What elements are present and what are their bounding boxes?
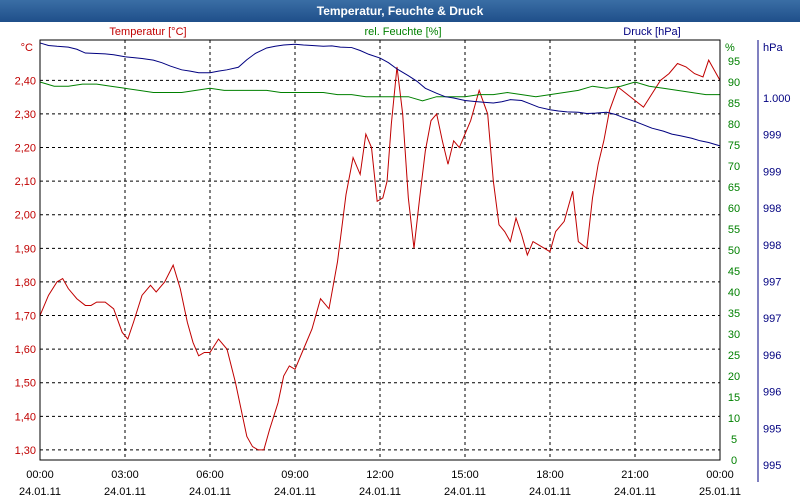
humidity-axis-title: rel. Feuchte [%] [364, 26, 441, 38]
x-tick-date: 24.01.11 [529, 486, 571, 498]
humidity-unit-label: % [725, 42, 735, 54]
x-tick-date: 24.01.11 [614, 486, 656, 498]
x-tick-date: 24.01.11 [274, 486, 316, 498]
humidity-tick-label: 5 [731, 434, 737, 446]
series-line-temperature [39, 58, 721, 451]
temperature-tick-label: 2,10 [15, 176, 36, 188]
x-tick-date: 24.01.11 [104, 486, 146, 498]
humidity-tick-label: 50 [728, 245, 740, 257]
temperature-tick-label: 2,20 [15, 143, 36, 155]
x-tick-time: 00:00 [26, 469, 54, 481]
temperature-tick-label: 1,50 [15, 378, 36, 390]
pressure-unit-label: hPa [763, 42, 783, 54]
humidity-tick-label: 65 [728, 182, 740, 194]
pressure-tick-label: 997 [763, 313, 781, 325]
humidity-tick-label: 35 [728, 308, 740, 320]
pressure-tick-label: 995 [763, 423, 781, 435]
chart-canvas: 00:00 24.01.11 03:00 24.01.11 06:00 24.01.11 0… [15, 26, 791, 498]
temperature-tick-label: 2,30 [15, 109, 36, 121]
x-tick-time: 00:00 [706, 469, 734, 481]
series-layer [39, 42, 721, 451]
pressure-tick-label: 998 [763, 240, 781, 252]
x-tick-time: 12:00 [366, 469, 394, 481]
x-tick-date: 25.01.11 [699, 486, 741, 498]
humidity-tick-label: 55 [728, 224, 740, 236]
humidity-tick-label: 25 [728, 350, 740, 362]
x-tick-date: 24.01.11 [359, 486, 401, 498]
pressure-tick-label: 997 [763, 277, 781, 289]
pressure-tick-label: 995 [763, 460, 781, 472]
pressure-tick-label: 1.000 [763, 93, 791, 105]
chart-title: Temperatur, Feuchte & Druck [0, 0, 800, 22]
temperature-unit-label: °C [21, 42, 33, 54]
humidity-tick-label: 45 [728, 266, 740, 278]
humidity-tick-label: 75 [728, 140, 740, 152]
humidity-tick-label: 70 [728, 161, 740, 173]
x-tick-time: 21:00 [621, 469, 649, 481]
temperature-tick-label: 1,30 [15, 445, 36, 457]
humidity-tick-label: 90 [728, 77, 740, 89]
humidity-tick-label: 95 [728, 56, 740, 68]
humidity-tick-label: 0 [731, 455, 737, 467]
temperature-tick-label: 1,80 [15, 277, 36, 289]
pressure-tick-label: 998 [763, 203, 781, 215]
temperature-tick-label: 2,00 [15, 210, 36, 222]
x-tick-time: 06:00 [196, 469, 224, 481]
temperature-tick-label: 1,90 [15, 243, 36, 255]
grid-layer [40, 40, 720, 460]
pressure-axis-title: Druck [hPa] [623, 26, 680, 38]
humidity-tick-label: 60 [728, 203, 740, 215]
series-line-humidity [39, 81, 720, 102]
x-tick-time: 09:00 [281, 469, 309, 481]
x-tick-time: 15:00 [451, 469, 479, 481]
pressure-tick-label: 996 [763, 350, 781, 362]
pressure-tick-label: 999 [763, 166, 781, 178]
humidity-tick-label: 85 [728, 98, 740, 110]
humidity-tick-label: 20 [728, 371, 740, 383]
temperature-tick-label: 2,40 [15, 75, 36, 87]
labels-layer: °C Temperatur [°C] rel. Feuchte [%] % Dr… [21, 26, 784, 54]
x-tick-time: 03:00 [111, 469, 139, 481]
humidity-tick-label: 80 [728, 119, 740, 131]
humidity-tick-label: 10 [728, 413, 740, 425]
x-tick-date: 24.01.11 [444, 486, 486, 498]
temperature-tick-label: 1,40 [15, 411, 36, 423]
x-tick-date: 24.01.11 [19, 486, 61, 498]
pressure-tick-label: 996 [763, 387, 781, 399]
temperature-tick-label: 1,70 [15, 311, 36, 323]
plot-frame [39, 39, 721, 461]
humidity-tick-label: 40 [728, 287, 740, 299]
x-tick-date: 24.01.11 [189, 486, 231, 498]
humidity-tick-label: 15 [728, 392, 740, 404]
ticks-layer: 00:00 24.01.11 03:00 24.01.11 06:00 24.01.11 0… [15, 40, 791, 498]
pressure-tick-label: 999 [763, 130, 781, 142]
temperature-axis-title: Temperatur [°C] [109, 26, 186, 38]
humidity-tick-label: 30 [728, 329, 740, 341]
temperature-tick-label: 1,60 [15, 344, 36, 356]
x-tick-time: 18:00 [536, 469, 564, 481]
series-line-pressure [39, 42, 721, 147]
